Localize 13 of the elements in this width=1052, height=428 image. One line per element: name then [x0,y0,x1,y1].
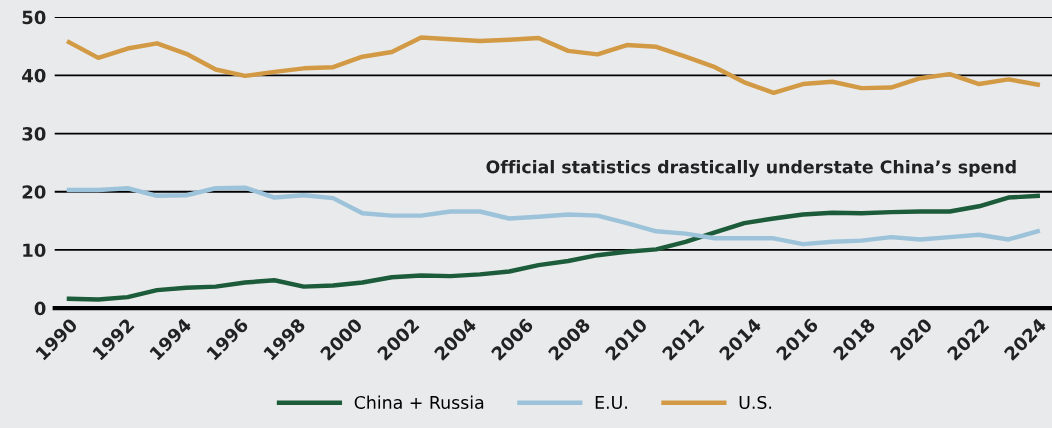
line-series [66,185,1040,247]
y-tick-label: 0 [34,301,46,316]
y-tick-label: 40 [22,68,46,83]
annotation: Official statistics drastically understate China’s spend [486,159,1016,177]
legend-label: China + Russia [354,395,484,410]
legend-label: E.U. [595,396,627,410]
y-tick-label: 20 [22,185,46,199]
legend-label: U.S. [739,395,772,410]
y-tick-label: 50 [22,10,46,25]
y-tick-label: 10 [23,243,46,258]
line-series [66,193,1040,302]
line-series [66,35,1040,96]
y-tick-label: 30 [22,127,46,141]
